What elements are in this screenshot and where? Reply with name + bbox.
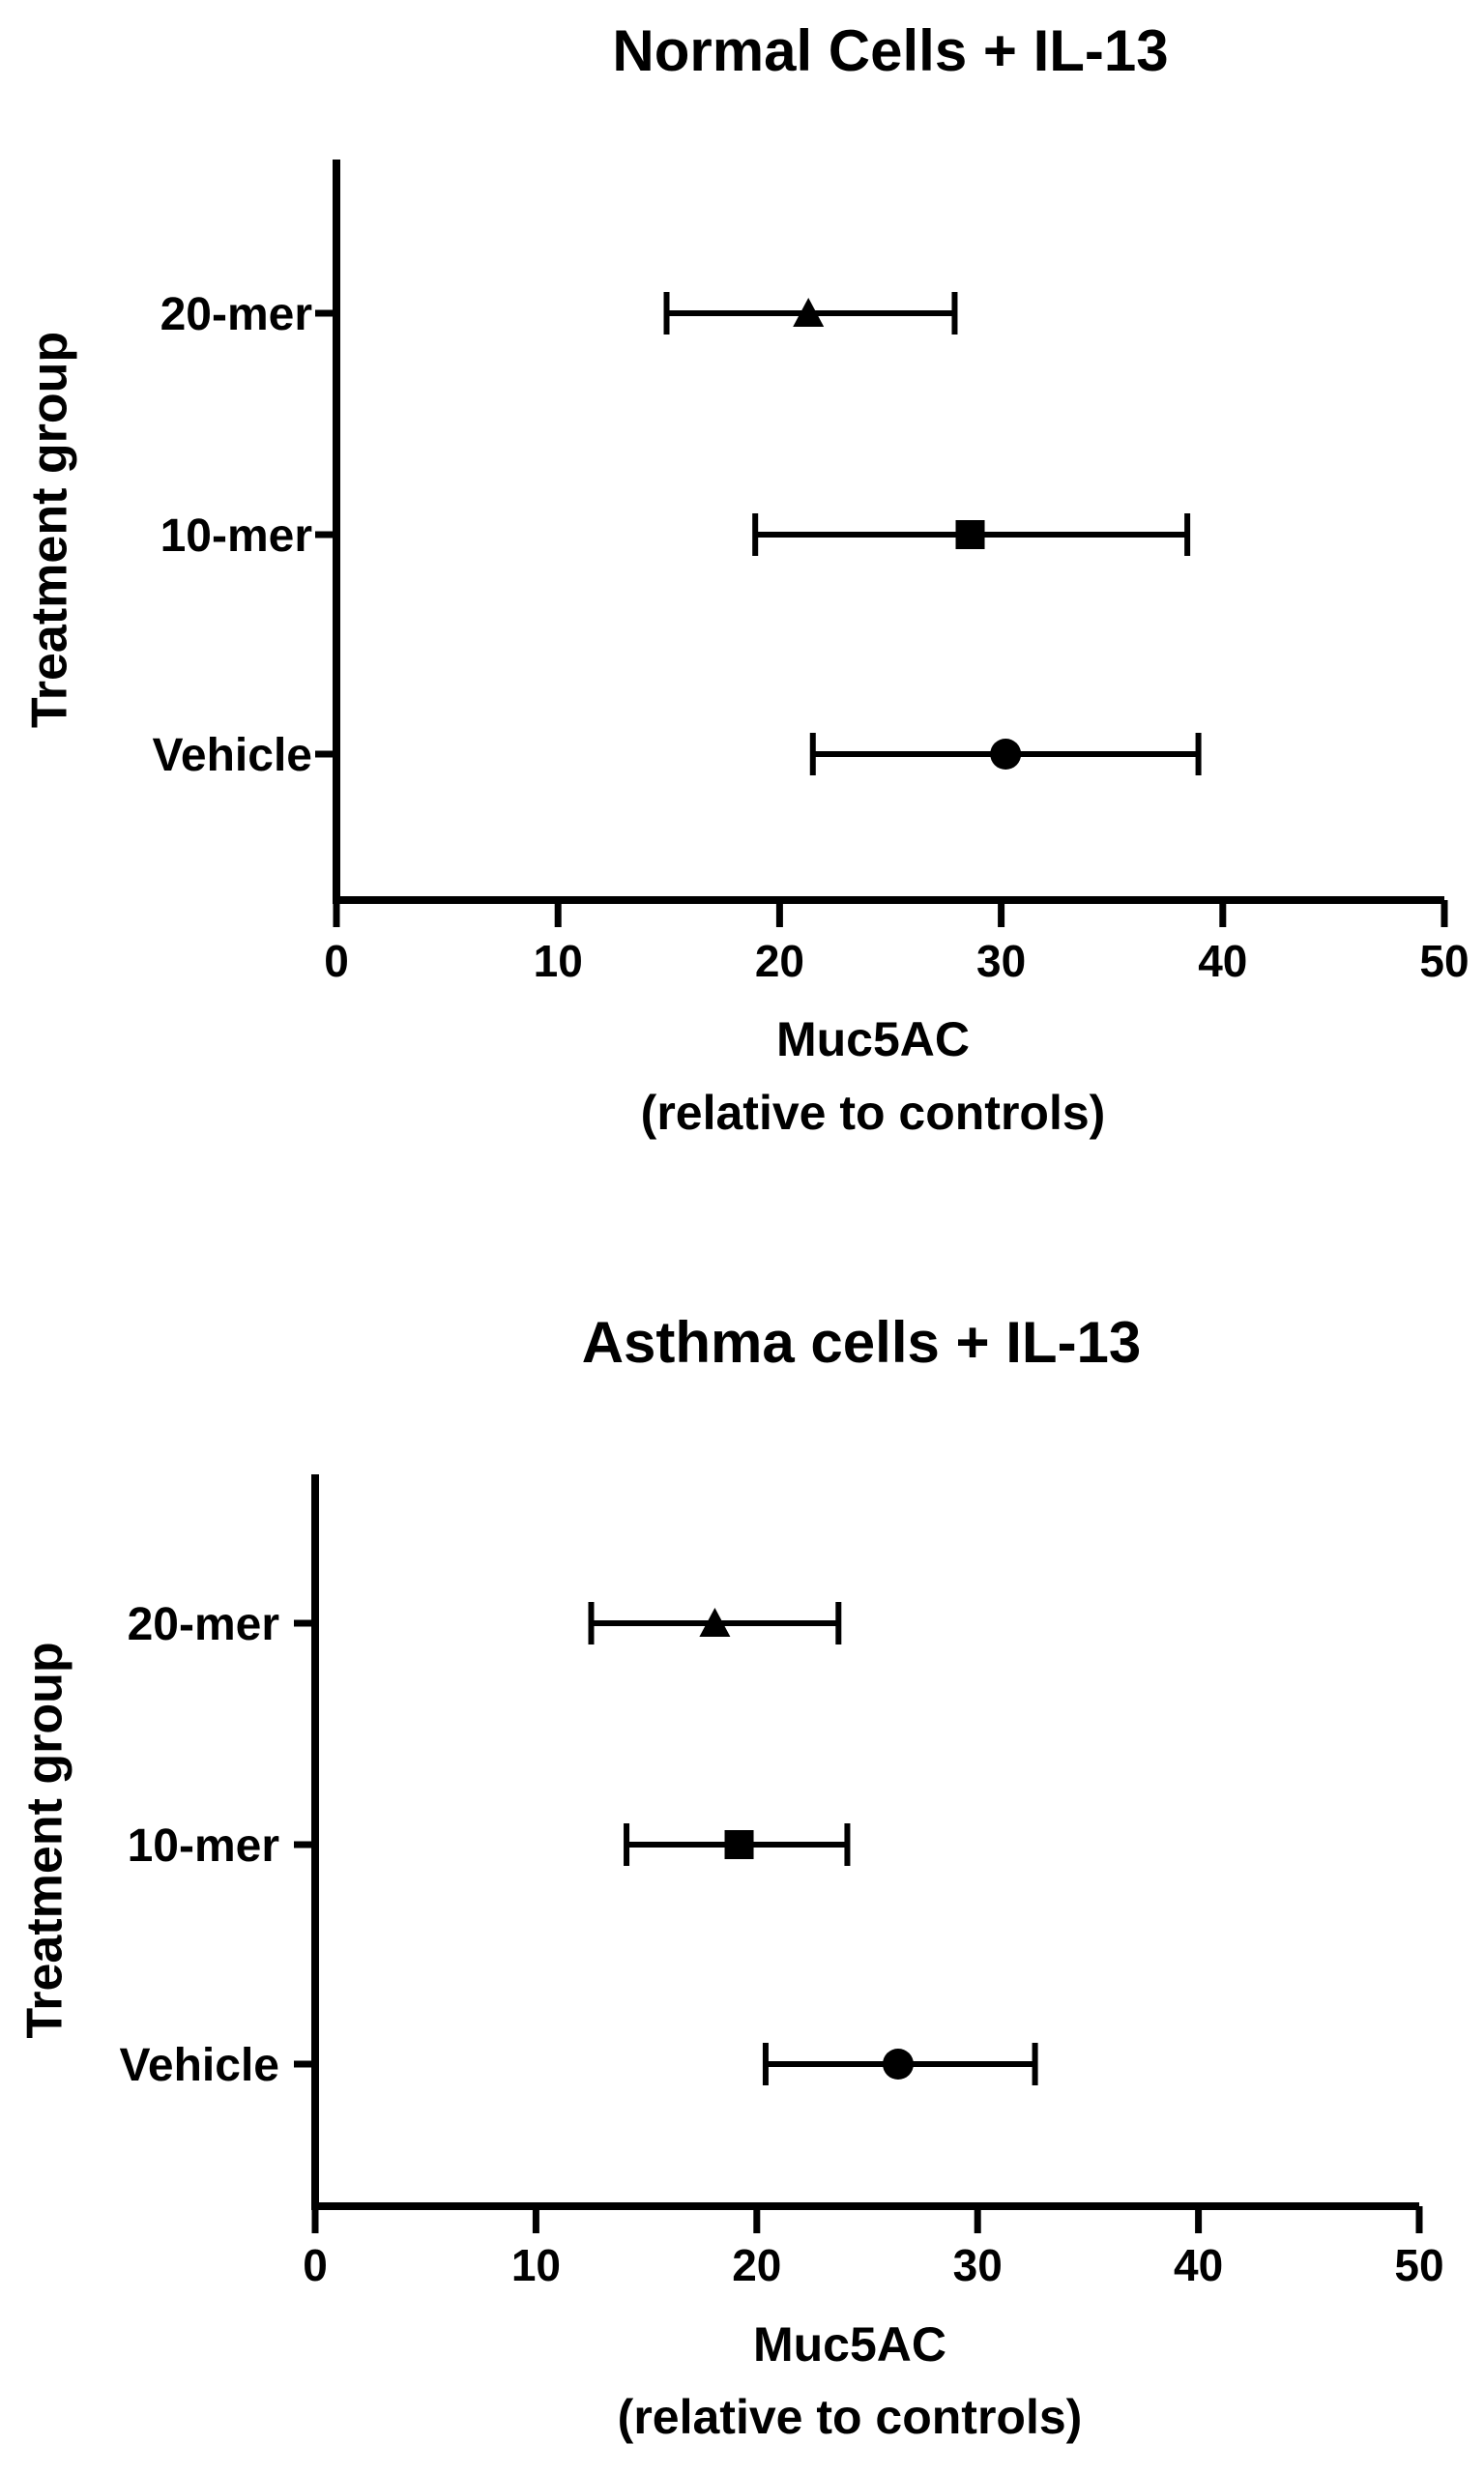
x-axis-label: Muc5AC <box>776 1012 970 1066</box>
y-tick-label: 10-mer <box>128 1820 279 1872</box>
point-10-mer <box>724 1830 754 1859</box>
y-tick-label: Vehicle <box>153 730 312 781</box>
x-tick-label: 50 <box>1419 936 1469 986</box>
x-tick-label: 20 <box>755 936 804 986</box>
x-tick-label: 50 <box>1394 2240 1443 2290</box>
chart-normal-cells: Normal Cells + IL-13 0 10 20 30 40 50 Muc5AC (re… <box>22 18 1469 1140</box>
x-tick-label: 30 <box>976 936 1026 986</box>
x-axis-label-sub: (relative to controls) <box>618 2390 1083 2444</box>
y-axis-label: Treatment group <box>17 1642 73 2038</box>
y-axis-label: Treatment group <box>22 332 78 728</box>
x-tick-label: 0 <box>303 2240 328 2290</box>
x-axis-label-sub: (relative to controls) <box>641 1086 1106 1140</box>
point-20-mer <box>699 1608 731 1637</box>
y-tick-label: 20-mer <box>128 1599 279 1650</box>
chart-title: Asthma cells + IL-13 <box>582 1310 1142 1375</box>
chart-asthma-cells: Asthma cells + IL-13 0 10 20 30 40 50 Muc5AC (re… <box>17 1310 1444 2444</box>
chart-title: Normal Cells + IL-13 <box>612 18 1168 83</box>
x-tick-label: 30 <box>953 2240 1003 2290</box>
x-tick-label: 20 <box>732 2240 781 2290</box>
x-axis-label: Muc5AC <box>753 2317 946 2372</box>
y-tick-label: 10-mer <box>160 510 312 562</box>
point-Vehicle <box>990 739 1022 770</box>
x-tick-label: 40 <box>1198 936 1247 986</box>
point-20-mer <box>793 298 825 327</box>
x-tick-label: 0 <box>324 936 349 986</box>
x-tick-label: 40 <box>1174 2240 1223 2290</box>
x-tick-label: 10 <box>534 936 583 986</box>
y-tick-label: 20-mer <box>160 289 312 340</box>
y-tick-label: Vehicle <box>120 2040 279 2091</box>
x-tick-label: 10 <box>511 2240 561 2290</box>
point-10-mer <box>955 520 985 549</box>
point-Vehicle <box>882 2049 914 2080</box>
